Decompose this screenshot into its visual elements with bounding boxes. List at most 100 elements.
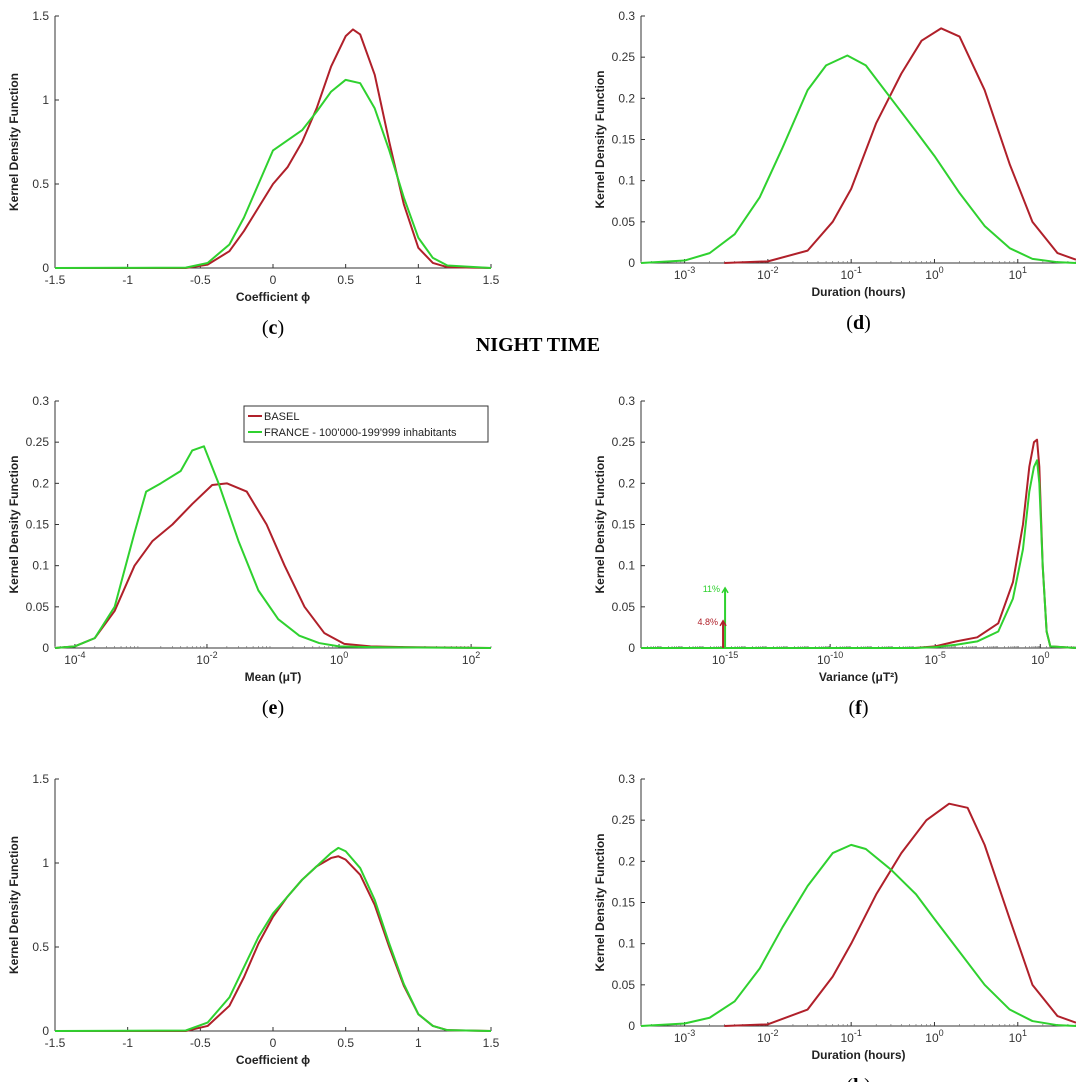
panel-e-x-tick-label: 102 <box>462 650 480 667</box>
panel-f-y-tick-label: 0.05 <box>612 600 636 614</box>
panel-d-x-tick-label: 10-1 <box>840 265 861 282</box>
panel-f: 0 0.05 0.1 0.15 0.2 0.25 0.3 10-15 10-10 10-5 100 V… <box>593 394 1076 719</box>
panel-f-y-tick-label: 0 <box>628 641 635 655</box>
panel-f-annotation-arrowhead <box>721 586 729 594</box>
panel-e-label: (e) <box>262 697 284 719</box>
panel-c-y-axis-label: Kernel Density Function <box>7 73 21 211</box>
panel-c-series-france-line <box>54 78 492 269</box>
panel-e-y-tick-label: 0.05 <box>26 600 50 614</box>
panel-e-y-tick-label: 0 <box>42 641 49 655</box>
panel-f-x-tick-label: 10-5 <box>925 650 946 667</box>
panel-h: 0 0.05 0.1 0.15 0.2 0.25 0.3 10-3 10-2 10-1 100 101… <box>593 772 1076 1082</box>
panel-d-x-axis-label: Duration (hours) <box>812 285 906 299</box>
panel-h-y-tick-label: 0.15 <box>612 896 636 910</box>
panel-e-y-tick-label: 0.1 <box>32 559 49 573</box>
panel-f-y-axis-label: Kernel Density Function <box>593 455 607 593</box>
panel-g: 0 0.5 1 1.5 -1.5 -1 -0.5 0 0.5 1 1.5 Coefficient ϕ K… <box>7 772 500 1082</box>
panel-e-y-tick-label: 0.3 <box>32 394 49 408</box>
panel-h-y-tick-label: 0.1 <box>618 937 635 951</box>
panel-f-y-tick-label: 0.15 <box>612 518 636 532</box>
panel-h-x-tick-label: 10-3 <box>674 1028 695 1045</box>
panel-h-series-basel-line <box>724 802 1076 1027</box>
panel-d-y-tick-label: 0.2 <box>618 91 635 105</box>
panel-d: 0 0.05 0.1 0.15 0.2 0.25 0.3 10-3 10-2 10-1 100 101… <box>593 9 1076 334</box>
panel-f-label: (f) <box>848 697 868 719</box>
panel-e-series-basel-line <box>54 482 492 649</box>
panel-h-x-tick-label: 10-1 <box>840 1028 861 1045</box>
panel-f-annotation-arrowhead <box>719 619 727 627</box>
panel-e-x-axis-label: Mean (μT) <box>245 670 302 684</box>
panel-e-y-tick-label: 0.15 <box>26 518 50 532</box>
legend-box <box>243 405 489 443</box>
panel-c-x-tick-label: -0.5 <box>190 273 211 287</box>
panel-g-y-tick-label: 0 <box>42 1024 49 1038</box>
panel-g-y-tick-label: 1 <box>42 856 49 870</box>
panel-d-y-tick-label: 0.05 <box>612 215 636 229</box>
panel-e-y-tick-label: 0.2 <box>32 476 49 490</box>
panel-h-y-tick-label: 0.05 <box>612 978 636 992</box>
panel-g-x-tick-label: 1 <box>415 1036 422 1050</box>
panel-g-y-tick-label: 0.5 <box>32 940 49 954</box>
panel-d-y-tick-label: 0.15 <box>612 133 636 147</box>
panel-h-series-france-line <box>640 843 1076 1027</box>
panel-d-series-france-line <box>640 54 1076 264</box>
section-title: NIGHT TIME <box>476 334 600 356</box>
panel-d-label: (d) <box>846 312 870 334</box>
panel-e-series-france-line <box>54 445 492 649</box>
panel-h-x-axis-label: Duration (hours) <box>812 1048 906 1062</box>
panel-h-x-tick-label: 10-2 <box>757 1028 778 1045</box>
panel-f-x-axis-label: Variance (μT²) <box>819 670 898 684</box>
panel-c-x-tick-label: 0.5 <box>337 273 354 287</box>
panel-g-x-tick-label: -1.5 <box>45 1036 66 1050</box>
panel-g-x-axis-label: Coefficient ϕ <box>236 1053 310 1067</box>
panel-e-x-tick-label: 10-4 <box>64 650 85 667</box>
panel-g-y-tick-label: 1.5 <box>32 772 49 786</box>
panel-c-x-tick-label: 1.5 <box>483 273 500 287</box>
panel-g-y-axis-label: Kernel Density Function <box>7 836 21 974</box>
panel-f-y-tick-label: 0.2 <box>618 476 635 490</box>
panel-d-y-axis-label: Kernel Density Function <box>593 70 607 208</box>
panel-f-y-tick-label: 0.25 <box>612 435 636 449</box>
panel-h-y-tick-label: 0.2 <box>618 854 635 868</box>
panel-g-series-france-line <box>54 846 492 1032</box>
panel-d-x-tick-label: 10-2 <box>757 265 778 282</box>
panel-d-y-tick-label: 0.3 <box>618 9 635 23</box>
panel-f-x-tick-label: 10-15 <box>712 650 738 667</box>
panel-c-x-tick-label: 1 <box>415 273 422 287</box>
panel-c-x-tick-label: -1 <box>122 273 133 287</box>
panel-c: 0 0.5 1 1.5 -1.5 -1 -0.5 0 0.5 1 1.5 Coefficient ϕ K… <box>7 9 500 339</box>
legend-label-france: FRANCE - 100'000-199'999 inhabitants <box>264 427 457 439</box>
panel-d-y-tick-label: 0.25 <box>612 50 636 64</box>
panel-c-label: (c) <box>262 317 284 339</box>
legend-label-basel: BASEL <box>264 411 299 423</box>
panel-c-y-tick-label: 1 <box>42 93 49 107</box>
panel-d-y-tick-label: 0.1 <box>618 174 635 188</box>
panel-h-y-axis-label: Kernel Density Function <box>593 833 607 971</box>
panel-g-series-basel-line <box>55 855 492 1032</box>
panel-d-y-tick-label: 0 <box>628 256 635 270</box>
panel-g-x-tick-label: 0.5 <box>337 1036 354 1050</box>
panel-g-label: (g) <box>261 1080 284 1082</box>
panel-e: 0 0.05 0.1 0.15 0.2 0.25 0.3 10-4 10-2 100 102 Mean… <box>7 394 492 719</box>
panel-h-y-tick-label: 0.25 <box>612 813 636 827</box>
panel-g-x-tick-label: 1.5 <box>483 1036 500 1050</box>
panel-d-x-tick-label: 100 <box>925 265 943 282</box>
panel-h-x-tick-label: 100 <box>925 1028 943 1045</box>
legend: BASEL FRANCE - 100'000-199'999 inhabitan… <box>243 405 489 443</box>
panel-h-y-tick-label: 0.3 <box>618 772 635 786</box>
panel-c-x-tick-label: 0 <box>270 273 277 287</box>
panel-h-x-tick-label: 101 <box>1009 1028 1027 1045</box>
panel-c-x-axis-label: Coefficient ϕ <box>236 290 310 304</box>
panel-c-x-tick-label: -1.5 <box>45 273 66 287</box>
panel-g-x-tick-label: -1 <box>122 1036 133 1050</box>
panel-e-y-tick-label: 0.25 <box>26 435 50 449</box>
panel-c-y-tick-label: 1.5 <box>32 9 49 23</box>
panel-h-y-tick-label: 0 <box>628 1019 635 1033</box>
panel-d-x-tick-label: 10-3 <box>674 265 695 282</box>
panel-h-label: (h) <box>846 1075 870 1082</box>
panel-f-annotation-label: 4.8% <box>698 617 719 627</box>
panel-g-x-tick-label: -0.5 <box>190 1036 211 1050</box>
panel-c-series-basel-line <box>55 28 492 269</box>
panel-g-x-tick-label: 0 <box>270 1036 277 1050</box>
